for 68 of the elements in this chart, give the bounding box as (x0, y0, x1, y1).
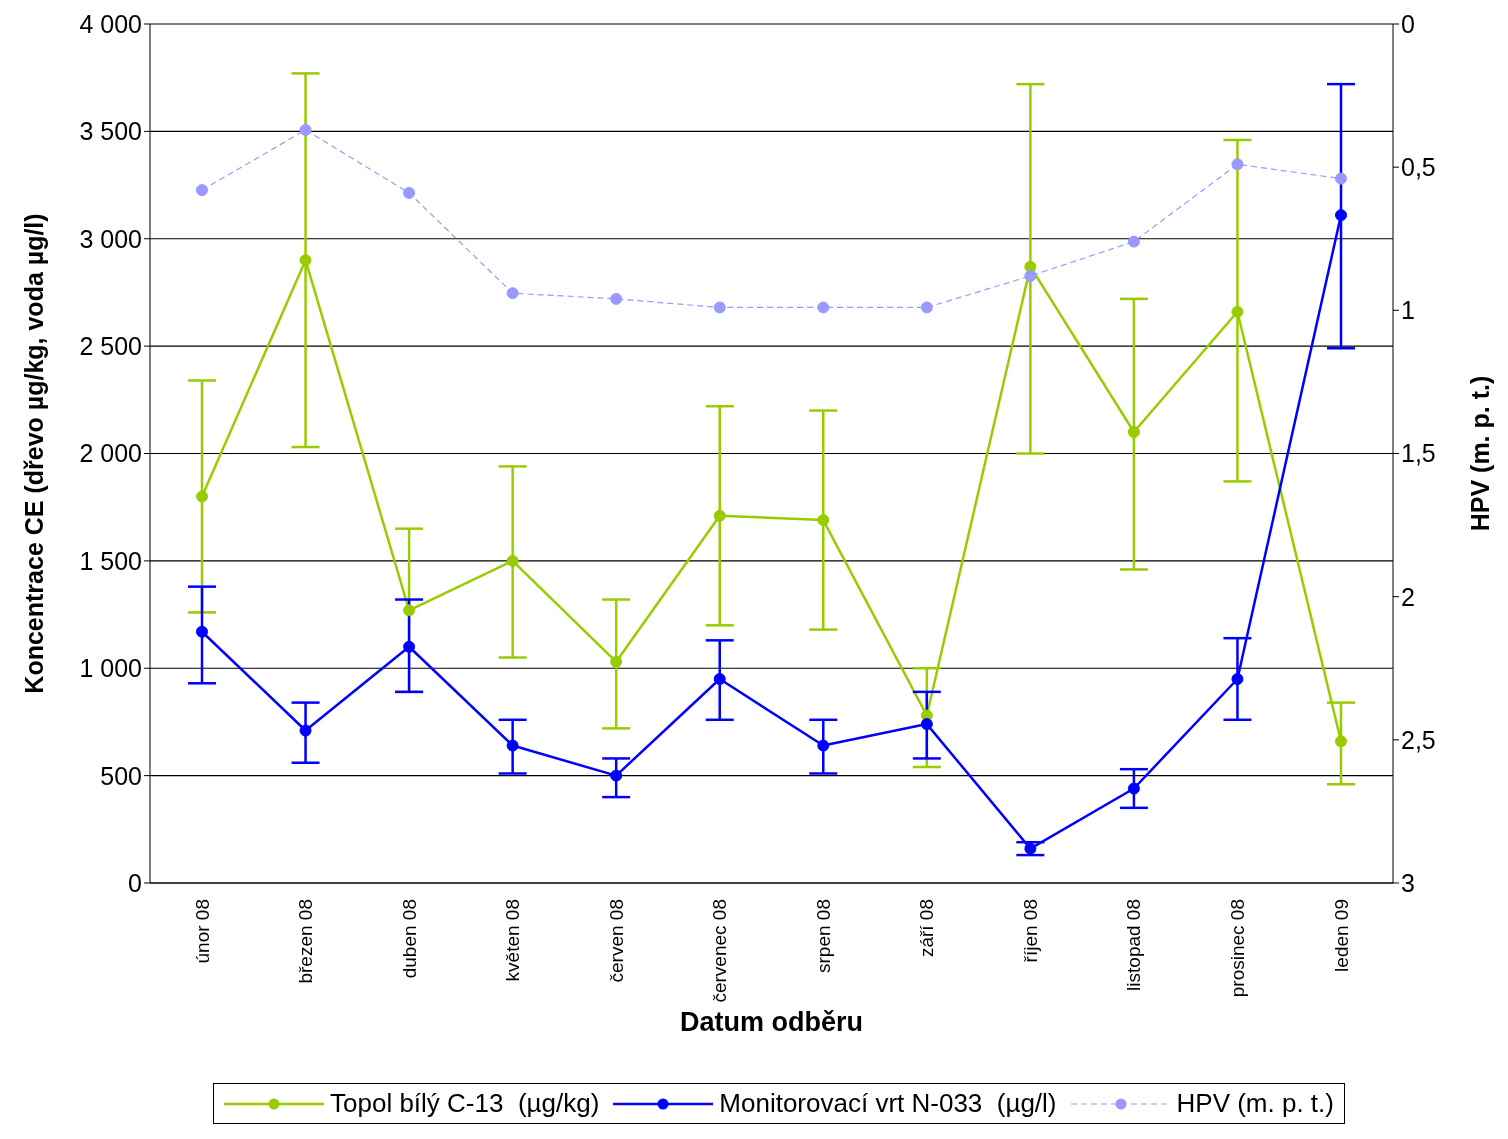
x-tick-label: červen 08 (605, 899, 627, 983)
point (403, 604, 416, 617)
point (1127, 782, 1140, 795)
x-axis-title: Datum odběru (679, 1007, 864, 1037)
point (1335, 209, 1347, 222)
point (196, 490, 208, 503)
point (1335, 172, 1347, 185)
point (196, 184, 208, 197)
y-axis-title: Koncentrace CE (dřevo µg/kg, voda µg/l) (19, 213, 48, 694)
y2-tick-label: 1 (1401, 296, 1415, 325)
x-tick-label: květen 08 (502, 899, 524, 982)
x-tick-label: únor 08 (191, 899, 213, 964)
point (506, 554, 519, 567)
point (299, 254, 312, 267)
point (506, 739, 519, 752)
y-tick-label: 2 000 (79, 439, 142, 468)
y-tick-label: 1 000 (79, 654, 142, 683)
point (299, 123, 312, 136)
x-tick-label: prosinec 08 (1226, 899, 1248, 998)
point (1024, 842, 1037, 855)
y2-axis-title: HPV (m. p. t.) (1465, 375, 1494, 532)
point (920, 301, 933, 314)
point (817, 301, 830, 314)
x-tick-label: březen 08 (295, 899, 317, 984)
x-tick-label: listopad 08 (1123, 899, 1145, 991)
y-tick-label: 4 000 (79, 9, 142, 38)
point (817, 514, 830, 527)
point (610, 769, 623, 782)
point (817, 739, 830, 752)
point (1024, 269, 1037, 282)
point (610, 655, 623, 668)
x-tick-label: duben 08 (398, 899, 420, 979)
point (713, 672, 726, 685)
y-tick-label: 500 (100, 761, 142, 790)
y-tick-label: 2 500 (79, 332, 142, 360)
point (1231, 672, 1244, 685)
x-tick-label: srpen 08 (812, 899, 834, 973)
legend-label: Topol bílý C-13 (µg/kg) (330, 1088, 600, 1119)
point (1231, 305, 1244, 318)
point (196, 625, 208, 638)
y-tick-label: 1 500 (79, 546, 142, 575)
y2-tick-label: 3 (1401, 868, 1415, 897)
y-tick-label: 0 (128, 868, 142, 897)
point (1335, 735, 1347, 748)
point (920, 718, 933, 731)
y2-tick-label: 0,5 (1401, 153, 1436, 182)
point (403, 186, 416, 199)
y2-tick-label: 1,5 (1401, 439, 1436, 468)
y2-tick-label: 0 (1401, 9, 1415, 38)
x-tick-label: září 08 (916, 899, 938, 958)
x-tick-label: leden 09 (1330, 899, 1352, 972)
point (713, 301, 726, 314)
point (403, 640, 416, 653)
y2-tick-label: 2 (1401, 582, 1415, 611)
point (610, 292, 623, 305)
x-tick-label: říjen 08 (1019, 899, 1041, 963)
point (1127, 426, 1140, 439)
point (1127, 235, 1140, 248)
y2-tick-label: 2,5 (1401, 725, 1436, 754)
y-tick-label: 3 000 (79, 224, 142, 253)
point (1231, 158, 1244, 171)
x-tick-label: červenec 08 (709, 899, 731, 1003)
legend-label: Monitorovací vrt N-033 (µg/l) (719, 1088, 1057, 1119)
legend-label: HPV (m. p. t.) (1176, 1088, 1334, 1119)
point (506, 287, 519, 300)
point (299, 724, 312, 737)
y-tick-label: 3 500 (79, 117, 142, 146)
point (713, 509, 726, 522)
